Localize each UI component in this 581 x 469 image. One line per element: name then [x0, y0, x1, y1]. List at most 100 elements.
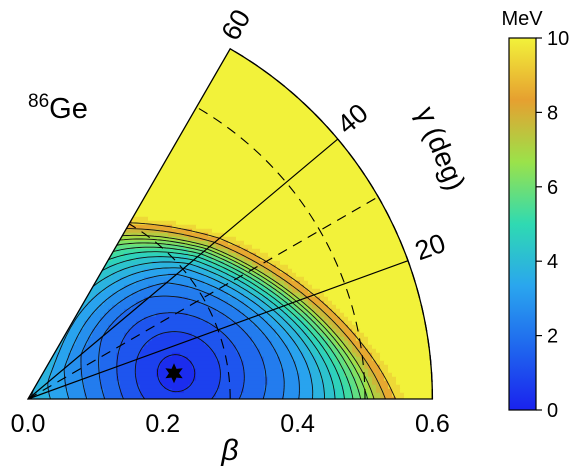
heatmap-cell — [212, 92, 217, 98]
heatmap-cell — [84, 208, 89, 214]
heatmap-cell — [268, 200, 273, 206]
heatmap-cell — [248, 200, 253, 206]
heatmap-cell — [316, 164, 321, 170]
heatmap-cell — [240, 64, 245, 70]
heatmap-cell — [364, 84, 369, 90]
heatmap-cell — [88, 84, 93, 90]
heatmap-cell — [100, 208, 105, 214]
heatmap-cell — [84, 184, 89, 190]
heatmap-cell — [292, 108, 297, 114]
heatmap-cell — [88, 172, 93, 178]
heatmap-cell — [340, 88, 345, 94]
heatmap-cell — [400, 172, 405, 178]
heatmap-cell — [416, 140, 421, 146]
heatmap-cell — [176, 212, 181, 218]
heatmap-cell — [84, 128, 89, 134]
heatmap-cell — [388, 152, 393, 158]
heatmap-cell — [264, 80, 269, 86]
heatmap-cell — [396, 160, 401, 166]
heatmap-cell — [68, 140, 73, 146]
heatmap-cell — [160, 56, 165, 62]
heatmap-cell — [252, 164, 257, 170]
heatmap-cell — [376, 156, 381, 162]
heatmap-cell — [152, 104, 157, 110]
heatmap-cell — [188, 88, 193, 94]
heatmap-cell — [408, 52, 413, 58]
heatmap-cell — [72, 68, 77, 74]
heatmap-cell — [412, 140, 417, 146]
heatmap-cell — [356, 164, 361, 170]
heatmap-cell — [56, 192, 61, 198]
heatmap-cell — [84, 160, 89, 166]
heatmap-cell — [256, 144, 261, 150]
heatmap-cell — [268, 48, 273, 54]
heatmap-cell — [356, 60, 361, 66]
heatmap-cell — [428, 72, 433, 78]
heatmap-cell — [200, 64, 205, 70]
heatmap-cell — [196, 180, 201, 186]
heatmap-cell — [52, 156, 57, 162]
heatmap-cell — [36, 140, 41, 146]
heatmap-cell — [320, 172, 325, 178]
heatmap-cell — [392, 172, 397, 178]
heatmap-cell — [88, 100, 93, 106]
heatmap-cell — [244, 196, 249, 202]
heatmap-cell — [436, 61, 441, 66]
heatmap-cell — [60, 188, 65, 194]
heatmap-cell — [272, 204, 277, 210]
heatmap-cell — [344, 192, 349, 198]
heatmap-cell — [80, 232, 85, 238]
heatmap-cell — [284, 108, 289, 114]
heatmap-cell — [36, 152, 41, 158]
heatmap-cell — [176, 192, 181, 198]
heatmap-cell — [204, 172, 209, 178]
heatmap-cell — [60, 140, 65, 146]
heatmap-cell — [416, 188, 421, 194]
heatmap-cell — [124, 96, 129, 102]
heatmap-cell — [204, 200, 209, 206]
heatmap-cell — [380, 212, 385, 218]
heatmap-cell — [60, 184, 65, 190]
heatmap-cell — [436, 197, 441, 202]
heatmap-cell — [360, 172, 365, 178]
heatmap-cell — [120, 72, 125, 78]
heatmap-cell — [192, 180, 197, 186]
heatmap-cell — [244, 192, 249, 198]
heatmap-cell — [420, 176, 425, 182]
heatmap-cell — [432, 212, 433, 218]
heatmap-cell — [160, 216, 165, 222]
heatmap-cell — [432, 196, 433, 202]
heatmap-cell — [48, 200, 53, 206]
heatmap-cell — [320, 224, 325, 230]
heatmap-cell — [296, 88, 301, 94]
heatmap-cell — [92, 112, 97, 118]
heatmap-cell — [44, 120, 49, 126]
heatmap-cell — [216, 84, 221, 90]
heatmap-cell — [132, 84, 137, 90]
heatmap-cell — [320, 148, 325, 154]
heatmap-cell — [312, 160, 317, 166]
heatmap-cell — [380, 80, 385, 86]
heatmap-cell — [436, 53, 441, 58]
heatmap-cell — [256, 156, 261, 162]
heatmap-cell — [152, 128, 157, 134]
heatmap-cell — [384, 72, 389, 78]
heatmap-cell — [272, 120, 277, 126]
heatmap-cell — [424, 96, 429, 102]
heatmap-cell — [140, 164, 145, 170]
heatmap-cell — [36, 176, 41, 182]
heatmap-cell — [108, 228, 113, 234]
heatmap-cell — [396, 52, 401, 58]
heatmap-cell — [316, 60, 321, 66]
heatmap-cell — [188, 96, 193, 102]
heatmap-cell — [240, 212, 245, 218]
heatmap-cell — [80, 48, 85, 54]
heatmap-cell — [424, 208, 429, 214]
heatmap-cell — [368, 160, 373, 166]
heatmap-cell — [276, 148, 281, 154]
heatmap-cell — [36, 68, 41, 74]
heatmap-cell — [300, 148, 305, 154]
heatmap-cell — [264, 52, 269, 58]
heatmap-cell — [164, 200, 169, 206]
heatmap-cell — [144, 172, 149, 178]
